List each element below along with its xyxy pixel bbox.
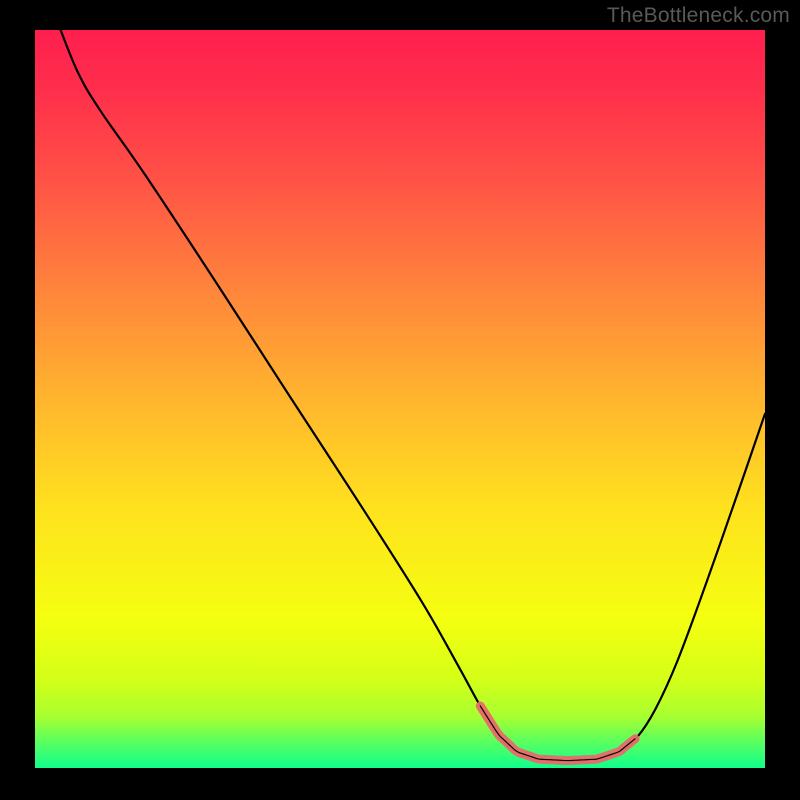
chart-stage: TheBottleneck.com	[0, 0, 800, 800]
watermark-text: TheBottleneck.com	[607, 4, 790, 28]
gradient-plot	[0, 0, 800, 800]
